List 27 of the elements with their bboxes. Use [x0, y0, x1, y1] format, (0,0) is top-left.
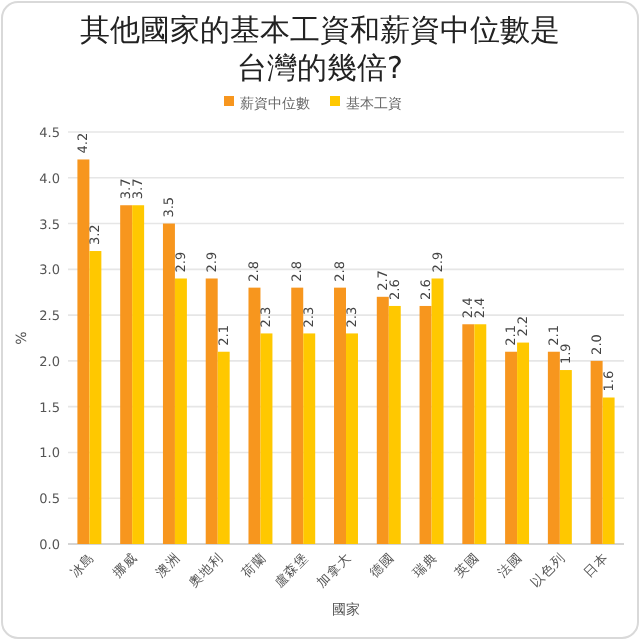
bar: [376, 296, 389, 544]
chart-title: 其他國家的基本工資和薪資中位數是台灣的幾倍?: [80, 12, 560, 86]
bar: [334, 287, 346, 544]
bar: [77, 159, 90, 544]
bar: [217, 351, 230, 544]
bar: [505, 351, 518, 544]
bar: [517, 342, 530, 544]
bar: [120, 205, 133, 544]
bar: [248, 287, 261, 544]
bar: [132, 205, 145, 544]
bar: [602, 397, 615, 544]
bar: [260, 333, 273, 544]
bar: [474, 324, 487, 544]
bar: [547, 351, 560, 544]
bar: [388, 305, 401, 544]
bar: [291, 287, 304, 544]
bar: [162, 223, 175, 544]
bar: [559, 370, 572, 544]
bar: [303, 333, 316, 544]
bar: [174, 278, 187, 544]
bar: [205, 278, 218, 544]
bar: [89, 251, 102, 544]
bar: [462, 324, 475, 544]
bar: [431, 278, 444, 544]
bar: [346, 333, 358, 544]
bar: [419, 305, 432, 544]
bar: [590, 360, 603, 544]
